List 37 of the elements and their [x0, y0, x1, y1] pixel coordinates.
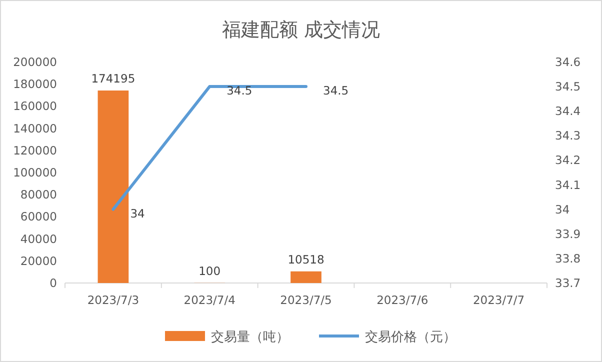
y-tick-label: 200000 [13, 55, 57, 69]
y2-tick-label: 34 [555, 202, 570, 216]
x-tick-label: 2023/7/6 [376, 293, 428, 307]
data-label: 34.5 [323, 84, 349, 98]
data-label: 34 [130, 206, 145, 220]
x-tick-label: 2023/7/4 [184, 293, 236, 307]
y-tick-label: 160000 [13, 99, 57, 114]
y2-tick-label: 34.1 [555, 178, 581, 192]
legend-label: 交易价格（元） [365, 329, 456, 345]
y-tick-label: 20000 [20, 254, 57, 268]
bar [290, 271, 322, 283]
data-label: 100 [198, 264, 221, 278]
y2-tick-label: 34.3 [555, 128, 581, 143]
y2-tick-label: 33.7 [555, 276, 581, 290]
y2-tick-label: 34.2 [555, 153, 581, 168]
data-label: 34.5 [226, 84, 252, 98]
chart-title: 福建配额 成交情况 [222, 19, 380, 41]
y-tick-label: 80000 [20, 188, 57, 202]
x-tick-label: 2023/7/7 [472, 293, 525, 307]
y2-tick-label: 33.9 [555, 226, 581, 241]
bar [98, 90, 129, 283]
y-tick-label: 40000 [20, 232, 57, 246]
data-label: 10518 [288, 252, 324, 266]
y2-tick-label: 34.6 [555, 55, 581, 69]
y-tick-label: 120000 [13, 143, 57, 158]
data-label: 174195 [91, 72, 136, 86]
y2-tick-label: 33.8 [555, 251, 581, 266]
y2-tick-label: 34.4 [555, 104, 581, 118]
y-tick-label: 180000 [13, 77, 57, 92]
y-tick-label: 60000 [20, 210, 57, 224]
y-tick-label: 100000 [13, 166, 57, 180]
y2-tick-label: 34.5 [555, 80, 581, 94]
legend-label: 交易量（吨） [211, 329, 289, 345]
x-tick-label: 2023/7/3 [87, 293, 140, 307]
y-tick-label: 140000 [13, 121, 57, 136]
y-tick-label: 0 [50, 276, 57, 290]
x-tick-label: 2023/7/5 [280, 293, 332, 307]
